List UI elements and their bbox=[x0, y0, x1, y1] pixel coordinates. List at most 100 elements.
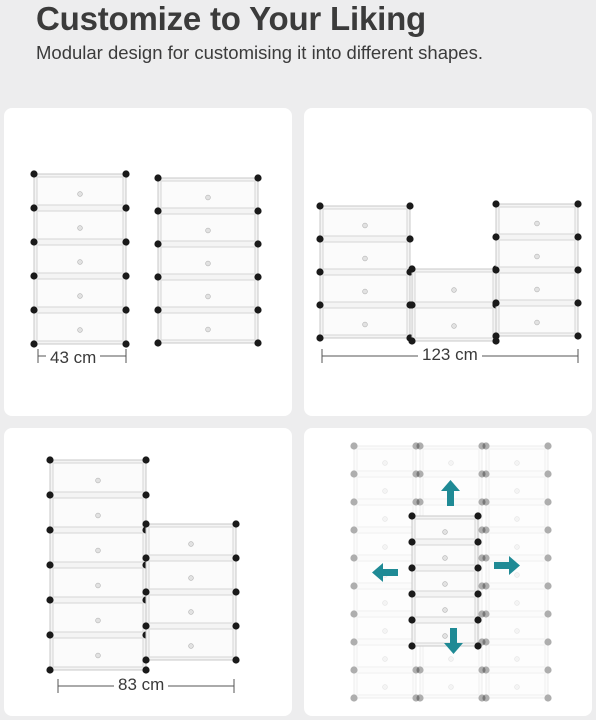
arrow-head bbox=[372, 563, 383, 582]
cube-door bbox=[148, 560, 234, 590]
connector-joint bbox=[408, 590, 416, 598]
cube-door bbox=[160, 246, 256, 275]
connector-joint bbox=[482, 470, 490, 478]
connector-joint bbox=[316, 334, 324, 342]
connector-joint bbox=[232, 656, 240, 664]
door-knob bbox=[77, 327, 83, 333]
connector-joint bbox=[46, 491, 54, 499]
cabinet-column bbox=[46, 456, 150, 674]
header: Customize to Your Liking Modular design … bbox=[36, 0, 576, 64]
connector-joint bbox=[142, 666, 150, 674]
door-knob bbox=[534, 220, 540, 227]
connector-joint bbox=[544, 610, 552, 618]
connector-joint bbox=[350, 442, 358, 450]
connector-joint bbox=[142, 622, 150, 630]
connector-joint bbox=[46, 631, 54, 639]
cabinet-column bbox=[408, 265, 500, 345]
connector-joint bbox=[232, 554, 240, 562]
left-arrow-icon bbox=[372, 563, 398, 582]
page-title: Customize to Your Liking bbox=[36, 0, 426, 37]
door-knob bbox=[514, 516, 520, 522]
connector-joint bbox=[574, 299, 582, 307]
right-arrow-icon bbox=[494, 556, 520, 575]
door-knob bbox=[448, 656, 454, 662]
arrow-shaft bbox=[450, 628, 457, 644]
cube-door bbox=[488, 504, 546, 528]
connector-joint bbox=[350, 470, 358, 478]
connector-joint bbox=[412, 666, 420, 674]
connector-joint bbox=[408, 337, 416, 345]
cube-door bbox=[356, 532, 414, 556]
connector-joint bbox=[408, 616, 416, 624]
connector-joint bbox=[316, 268, 324, 276]
cube-door bbox=[160, 180, 256, 209]
connector-joint bbox=[482, 610, 490, 618]
connector-joint bbox=[232, 622, 240, 630]
door-knob bbox=[95, 617, 101, 624]
door-knob bbox=[534, 253, 540, 260]
connector-joint bbox=[350, 498, 358, 506]
cube-door bbox=[498, 272, 576, 301]
door-knob bbox=[188, 609, 194, 615]
connector-joint bbox=[412, 470, 420, 478]
cube-door bbox=[356, 616, 414, 640]
connector-joint bbox=[142, 588, 150, 596]
down-arrow-icon bbox=[444, 628, 463, 654]
connector-joint bbox=[142, 520, 150, 528]
door-knob bbox=[514, 544, 520, 550]
connector-joint bbox=[408, 564, 416, 572]
panel-two-towers: 43 cm bbox=[4, 108, 292, 416]
door-knob bbox=[382, 684, 388, 690]
cube-door bbox=[36, 176, 124, 206]
connector-joint bbox=[478, 442, 486, 450]
door-knob bbox=[205, 260, 211, 267]
cube-door bbox=[148, 628, 234, 658]
connector-joint bbox=[482, 526, 490, 534]
cube-door bbox=[414, 596, 476, 618]
connector-joint bbox=[492, 200, 500, 208]
connector-joint bbox=[408, 301, 416, 309]
cube-door bbox=[414, 518, 476, 540]
connector-joint bbox=[350, 610, 358, 618]
connector-joint bbox=[254, 240, 262, 248]
door-knob bbox=[442, 529, 448, 535]
door-knob bbox=[362, 255, 368, 262]
door-knob bbox=[442, 607, 448, 613]
cube-door bbox=[356, 476, 414, 500]
connector-joint bbox=[478, 694, 486, 702]
connector-joint bbox=[408, 642, 416, 650]
connector-joint bbox=[478, 554, 486, 562]
door-knob bbox=[77, 293, 83, 299]
cube-door bbox=[422, 672, 480, 696]
door-knob bbox=[514, 460, 520, 466]
connector-joint bbox=[544, 526, 552, 534]
connector-joint bbox=[544, 470, 552, 478]
connector-joint bbox=[416, 442, 424, 450]
cube-door bbox=[414, 570, 476, 592]
door-knob bbox=[362, 222, 368, 229]
connector-joint bbox=[474, 564, 482, 572]
connector-joint bbox=[416, 470, 424, 478]
door-knob bbox=[95, 512, 101, 519]
cube-door bbox=[414, 544, 476, 566]
cabinet-column bbox=[492, 200, 582, 340]
connector-joint bbox=[408, 265, 416, 273]
cube-door bbox=[356, 672, 414, 696]
connector-joint bbox=[492, 266, 500, 274]
cube-door bbox=[488, 532, 546, 556]
cube-door bbox=[498, 305, 576, 334]
cube-door bbox=[488, 672, 546, 696]
dimension-label: 83 cm bbox=[114, 675, 169, 695]
connector-joint bbox=[46, 561, 54, 569]
cube-door bbox=[52, 462, 144, 493]
connector-joint bbox=[46, 596, 54, 604]
door-knob bbox=[362, 288, 368, 295]
door-knob bbox=[188, 643, 194, 649]
connector-joint bbox=[482, 694, 490, 702]
door-knob bbox=[514, 572, 520, 578]
door-knob bbox=[205, 194, 211, 201]
panel-stepped: 83 cm bbox=[4, 428, 292, 716]
door-knob bbox=[534, 319, 540, 326]
connector-joint bbox=[350, 694, 358, 702]
connector-joint bbox=[350, 526, 358, 534]
